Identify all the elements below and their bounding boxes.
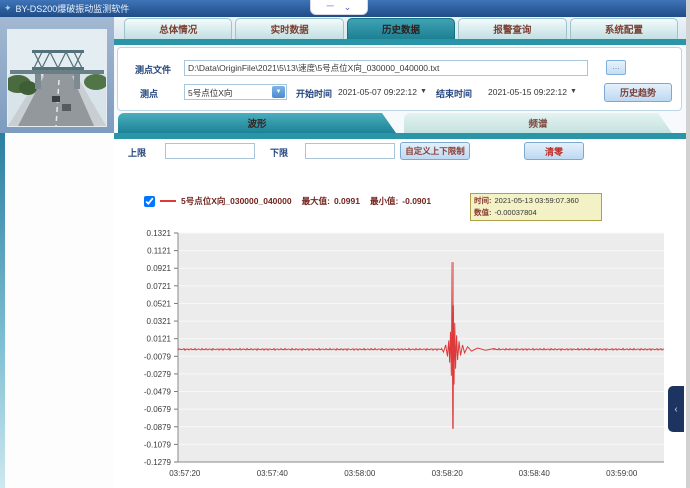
main-panel: 总体情况 实时数据 历史数据 报警查询 系统配置 测点文件 … 测点 5号点位X…	[114, 17, 686, 488]
min-value: -0.0901	[402, 196, 432, 206]
remote-toolbar: ─ ⌄	[310, 0, 368, 15]
svg-text:0.0921: 0.0921	[147, 264, 172, 273]
sidebar-photo-area	[0, 17, 114, 133]
upper-limit-label: 上限	[128, 148, 147, 158]
dropdown-arrow-icon[interactable]: ▼	[272, 86, 285, 98]
svg-text:0.0521: 0.0521	[147, 299, 172, 308]
min-label: 最小值:	[369, 196, 399, 206]
tab-overview[interactable]: 总体情况	[124, 18, 233, 39]
svg-text:-0.1079: -0.1079	[144, 440, 172, 449]
history-trend-button[interactable]: 历史趋势	[604, 83, 672, 102]
chart-legend: 5号点位X向_030000_040000 最大值: 0.0991 最小值: -0…	[144, 195, 431, 207]
tab-realtime-data[interactable]: 实时数据	[235, 18, 344, 39]
window-title: BY-DS200爆破振动监测软件	[15, 4, 130, 14]
query-panel	[117, 47, 682, 111]
svg-text:03:58:20: 03:58:20	[432, 469, 464, 478]
max-value: 0.0991	[333, 196, 360, 206]
clear-button[interactable]: 清零	[524, 142, 584, 160]
series-line-swatch	[160, 200, 176, 202]
browse-button[interactable]: …	[606, 60, 626, 75]
tab-system-config[interactable]: 系统配置	[569, 18, 679, 39]
tab-label: 历史数据	[382, 25, 421, 36]
left-sidebar	[0, 17, 114, 488]
end-time-caret-icon[interactable]: ▼	[570, 88, 577, 95]
svg-text:03:59:00: 03:59:00	[606, 469, 638, 478]
start-time-value[interactable]: 2021-05-07 09:22:12	[338, 87, 417, 97]
tooltip-value-value: -0.00037804	[494, 208, 537, 217]
cursor-tooltip: 时间: 2021-05-13 03:59:07.360 数值: -0.0003780…	[470, 193, 602, 221]
point-label: 测点	[140, 89, 159, 99]
svg-text:0.1321: 0.1321	[147, 229, 172, 238]
tooltip-value-row: 数值: -0.00037804	[474, 207, 598, 219]
tab-underline-band	[114, 39, 686, 45]
svg-text:0.0321: 0.0321	[147, 317, 172, 326]
lower-limit-label: 下限	[270, 148, 289, 158]
end-time-value[interactable]: 2021-05-15 09:22:12	[488, 87, 567, 97]
minimize-icon[interactable]: ─	[326, 1, 334, 12]
start-time-label: 开始时间	[296, 89, 333, 99]
subtab-spectrum[interactable]: 频谱	[404, 113, 672, 133]
svg-text:0.0721: 0.0721	[147, 282, 172, 291]
svg-text:03:58:40: 03:58:40	[519, 469, 551, 478]
svg-text:0.0121: 0.0121	[147, 335, 172, 344]
sidebar-accent-strip	[0, 133, 5, 488]
main-tab-bar: 总体情况 实时数据 历史数据 报警查询 系统配置	[114, 17, 686, 39]
tab-alarm-query[interactable]: 报警查询	[458, 18, 567, 39]
svg-text:-0.0679: -0.0679	[144, 405, 172, 414]
tab-label: 报警查询	[493, 25, 532, 36]
tab-label: 总体情况	[159, 25, 198, 36]
tooltip-value-label: 数值:	[474, 208, 492, 217]
svg-text:03:57:40: 03:57:40	[257, 469, 289, 478]
svg-text:-0.0279: -0.0279	[144, 370, 172, 379]
upper-limit-input[interactable]	[165, 143, 255, 159]
tooltip-time-value: 2021-05-13 03:59:07.360	[494, 196, 579, 205]
bridge-photo	[5, 29, 108, 127]
app-icon: ✦	[4, 3, 12, 13]
subtab-label: 波形	[247, 119, 267, 130]
custom-limits-button[interactable]: 自定义上下限制	[400, 142, 470, 160]
tab-label: 系统配置	[604, 25, 643, 36]
svg-text:0.1121: 0.1121	[147, 247, 171, 256]
subtab-underline-band	[114, 133, 686, 139]
chevron-down-icon[interactable]: ⌄	[343, 2, 352, 12]
collapse-panel-handle[interactable]: ‹	[668, 386, 684, 432]
point-select[interactable]: 5号点位X向 ▼	[184, 84, 287, 100]
tab-history-data[interactable]: 历史数据	[346, 18, 456, 39]
svg-text:-0.0079: -0.0079	[144, 352, 172, 361]
file-path-input[interactable]	[184, 60, 588, 76]
point-select-value: 5号点位X向	[188, 88, 233, 98]
svg-text:-0.0479: -0.0479	[144, 388, 172, 397]
svg-text:-0.1279: -0.1279	[144, 458, 172, 467]
lower-limit-input[interactable]	[305, 143, 395, 159]
bridge-photo-illustration	[5, 30, 108, 127]
svg-text:03:58:00: 03:58:00	[344, 469, 376, 478]
svg-text:03:57:20: 03:57:20	[169, 469, 201, 478]
tooltip-time-row: 时间: 2021-05-13 03:59:07.360	[474, 195, 598, 207]
chevron-left-icon: ‹	[674, 403, 678, 415]
subtab-label: 频谱	[528, 119, 548, 130]
subtab-waveform[interactable]: 波形	[118, 113, 396, 133]
waveform-chart[interactable]: 0.1321 0.1121 0.0921 0.0721 0.0521 0.0321 0.01…	[114, 217, 686, 488]
max-label: 最大值:	[301, 196, 330, 206]
window-right-edge	[686, 0, 690, 488]
series-label: 5号点位X向_030000_040000	[181, 196, 292, 206]
legend-checkbox[interactable]	[144, 195, 155, 207]
file-label: 测点文件	[135, 65, 172, 75]
tab-label: 实时数据	[270, 25, 309, 36]
start-time-caret-icon[interactable]: ▼	[420, 88, 427, 95]
end-time-label: 结束时间	[436, 89, 473, 99]
tooltip-time-label: 时间:	[474, 196, 492, 205]
svg-text:-0.0879: -0.0879	[144, 423, 172, 432]
